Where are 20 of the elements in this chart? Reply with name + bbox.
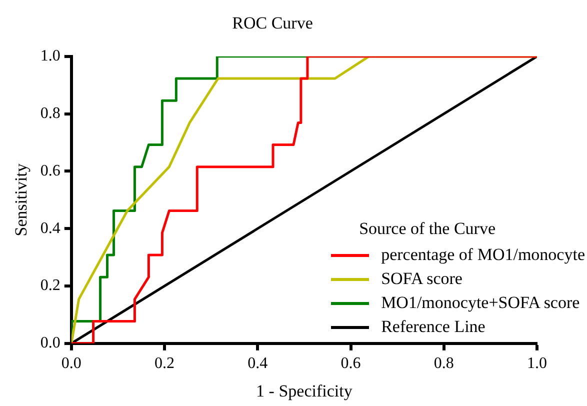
chart-title: ROC Curve [232,14,313,33]
y-tick-label: 0.0 [40,334,60,352]
y-axis-title: Sensitivity [12,163,31,236]
legend-title: Source of the Curve [359,219,496,240]
x-tick-label: 0.2 [154,355,175,372]
legend-label: percentage of MO1/monocyte [381,245,585,266]
x-axis-title: 1 - Specificity [256,381,353,400]
x-tick-label: 0.8 [434,355,454,372]
y-tick-label: 0.2 [40,277,60,294]
x-tick-label: 0.0 [61,355,82,372]
y-tick-label: 0.4 [40,220,60,237]
x-tick-label: 0.6 [340,355,361,372]
legend-label: Reference Line [381,317,486,338]
y-tick-label: 0.6 [40,162,60,180]
x-tick-label: 0.4 [248,355,268,372]
legend-label: MO1/monocyte+SOFA score [381,293,580,314]
x-tick-label: 1.0 [527,355,547,372]
y-tick-label: 0.8 [40,105,60,122]
legend-label: SOFA score [381,269,462,290]
y-tick-label: 1.0 [40,48,60,65]
